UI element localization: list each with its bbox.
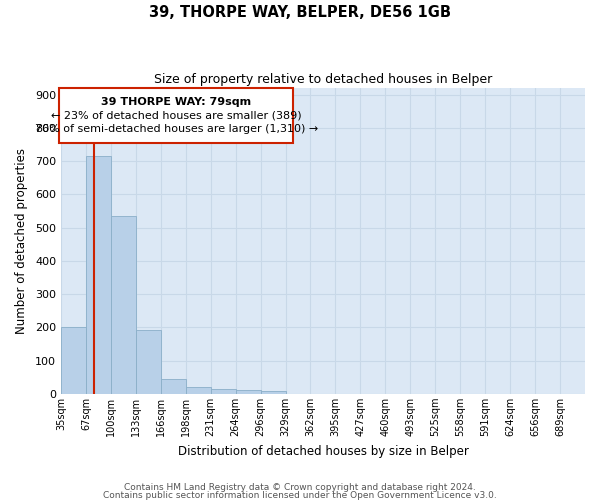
- Title: Size of property relative to detached houses in Belper: Size of property relative to detached ho…: [154, 72, 492, 86]
- Bar: [260, 391, 286, 394]
- Text: 39 THORPE WAY: 79sqm: 39 THORPE WAY: 79sqm: [101, 97, 251, 107]
- X-axis label: Distribution of detached houses by size in Belper: Distribution of detached houses by size …: [178, 444, 469, 458]
- Bar: [136, 330, 161, 394]
- Bar: [211, 389, 236, 394]
- Text: ← 23% of detached houses are smaller (389): ← 23% of detached houses are smaller (38…: [51, 110, 302, 120]
- Bar: [86, 156, 111, 394]
- Bar: [236, 390, 260, 394]
- Y-axis label: Number of detached properties: Number of detached properties: [15, 148, 28, 334]
- FancyBboxPatch shape: [59, 88, 293, 143]
- Bar: [186, 386, 211, 394]
- Bar: [161, 378, 186, 394]
- Text: Contains HM Land Registry data © Crown copyright and database right 2024.: Contains HM Land Registry data © Crown c…: [124, 484, 476, 492]
- Text: Contains public sector information licensed under the Open Government Licence v3: Contains public sector information licen…: [103, 490, 497, 500]
- Bar: [61, 328, 86, 394]
- Bar: [111, 216, 136, 394]
- Text: 39, THORPE WAY, BELPER, DE56 1GB: 39, THORPE WAY, BELPER, DE56 1GB: [149, 5, 451, 20]
- Text: 76% of semi-detached houses are larger (1,310) →: 76% of semi-detached houses are larger (…: [35, 124, 318, 134]
